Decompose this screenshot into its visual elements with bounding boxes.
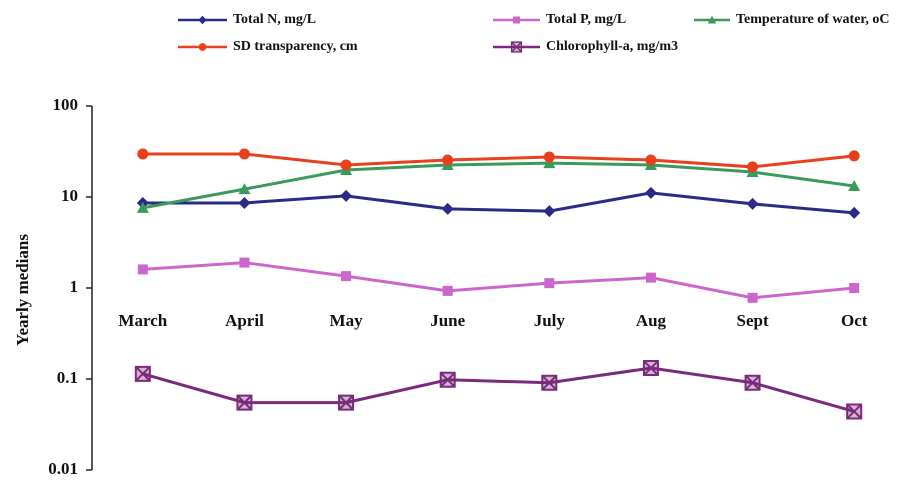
marker	[848, 206, 861, 219]
legend-label: Chlorophyll-a, mg/m3	[546, 39, 678, 54]
marker	[341, 271, 352, 282]
series-line	[142, 191, 855, 215]
legend-label: Temperature of water, oC	[736, 12, 889, 27]
marker	[238, 196, 251, 209]
marker	[543, 151, 555, 163]
marker	[541, 374, 558, 391]
legend-label: Total N, mg/L	[233, 12, 316, 27]
legend-label: Total P, mg/L	[546, 12, 626, 27]
marker	[136, 201, 149, 213]
marker	[239, 257, 250, 268]
series-line	[142, 366, 855, 413]
marker	[747, 292, 758, 303]
x-tick-label: Aug	[636, 311, 667, 330]
marker	[645, 272, 656, 283]
marker	[134, 365, 151, 382]
marker	[137, 148, 149, 160]
marker	[198, 15, 207, 25]
marker	[642, 360, 659, 377]
y-tick-label: 10	[61, 186, 78, 205]
series-line	[142, 261, 855, 300]
legend-label: SD transparency, cm	[233, 39, 358, 54]
x-tick-label: July	[534, 311, 566, 330]
marker	[441, 202, 454, 215]
marker	[238, 148, 250, 160]
marker	[849, 283, 860, 293]
marker	[744, 374, 761, 391]
marker	[442, 154, 454, 166]
marker	[510, 41, 523, 53]
x-tick-label: Sept	[737, 311, 769, 330]
marker	[848, 180, 861, 192]
x-tick-label: April	[225, 311, 264, 330]
marker	[707, 15, 717, 24]
marker	[746, 197, 759, 210]
marker	[338, 394, 355, 411]
y-tick-label: 1	[70, 277, 79, 296]
marker	[442, 285, 453, 296]
marker	[137, 264, 148, 275]
series-line	[142, 161, 855, 210]
series-line	[142, 152, 855, 169]
marker	[340, 189, 353, 202]
marker	[236, 394, 253, 411]
marker	[513, 16, 520, 24]
marker	[543, 205, 556, 218]
marker	[198, 43, 207, 51]
marker	[238, 183, 251, 195]
marker	[645, 154, 657, 166]
x-tick-label: June	[430, 311, 465, 330]
x-tick-label: May	[330, 311, 364, 330]
marker	[340, 159, 352, 171]
marker	[846, 403, 863, 420]
marker	[848, 150, 860, 162]
marker	[544, 278, 555, 289]
x-tick-label: Oct	[841, 311, 868, 330]
marker	[644, 186, 657, 199]
marker	[439, 371, 456, 388]
y-tick-label: 0.1	[57, 368, 78, 387]
marker	[747, 161, 759, 173]
y-axis-label: Yearly medians	[13, 234, 32, 346]
y-tick-label: 100	[53, 95, 79, 114]
x-tick-label: March	[118, 311, 167, 330]
marker	[543, 157, 556, 169]
y-tick-label: 0.01	[48, 459, 78, 478]
